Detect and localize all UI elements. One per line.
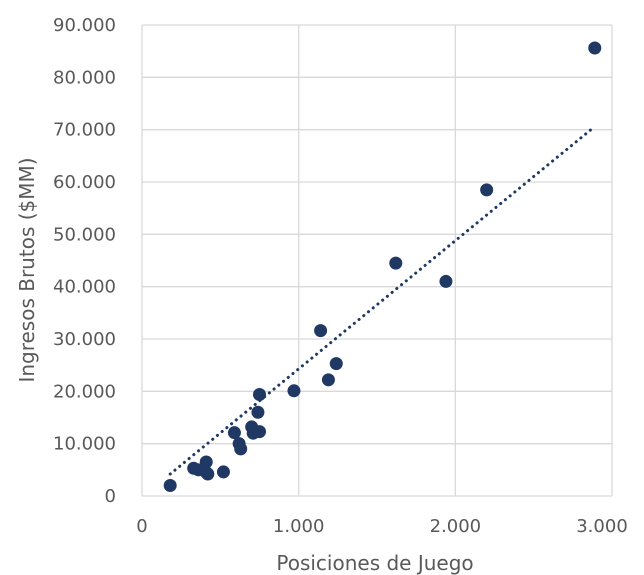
data-point [201,467,215,481]
y-tick-label: 30.000 [53,329,116,350]
data-point [163,479,177,493]
data-points [163,41,602,493]
data-point [480,183,494,197]
y-tick-label: 90.000 [53,15,116,36]
data-point [439,274,453,288]
y-tick-label: 70.000 [53,120,116,141]
y-tick-label: 0 [105,486,116,507]
x-tick-labels: 0 1.000 2.000 3.000 [136,516,627,537]
y-tick-label: 50.000 [53,224,116,245]
data-point [329,357,343,371]
data-point [321,373,335,387]
y-gridlines [142,24,612,497]
data-point [389,256,403,270]
x-axis-label: Posiciones de Juego [276,551,473,575]
y-tick-label: 80.000 [53,67,116,88]
y-tick-label: 10.000 [53,434,116,455]
y-tick-labels: 0 10.000 20.000 30.000 40.000 50.000 60.000 70.… [53,15,116,507]
x-tick-label: 2.000 [430,516,482,537]
data-point [251,405,265,419]
data-point [253,387,266,401]
data-point [227,426,241,440]
data-point [253,425,266,439]
data-point [234,442,248,456]
data-point [199,455,213,469]
x-tick-label: 1.000 [273,516,325,537]
data-point [314,324,328,338]
x-tick-label: 3.000 [576,516,628,537]
x-gridlines [141,25,613,496]
trendline-group [168,125,597,476]
y-tick-label: 20.000 [53,381,116,402]
y-tick-label: 40.000 [53,277,116,298]
data-point [588,41,602,55]
y-tick-label: 60.000 [53,172,116,193]
trendline [168,125,597,476]
data-point [287,384,301,398]
data-point [216,465,230,479]
x-tick-label: 0 [136,516,147,537]
y-axis-label: Ingresos Brutos ($MM) [15,157,39,382]
